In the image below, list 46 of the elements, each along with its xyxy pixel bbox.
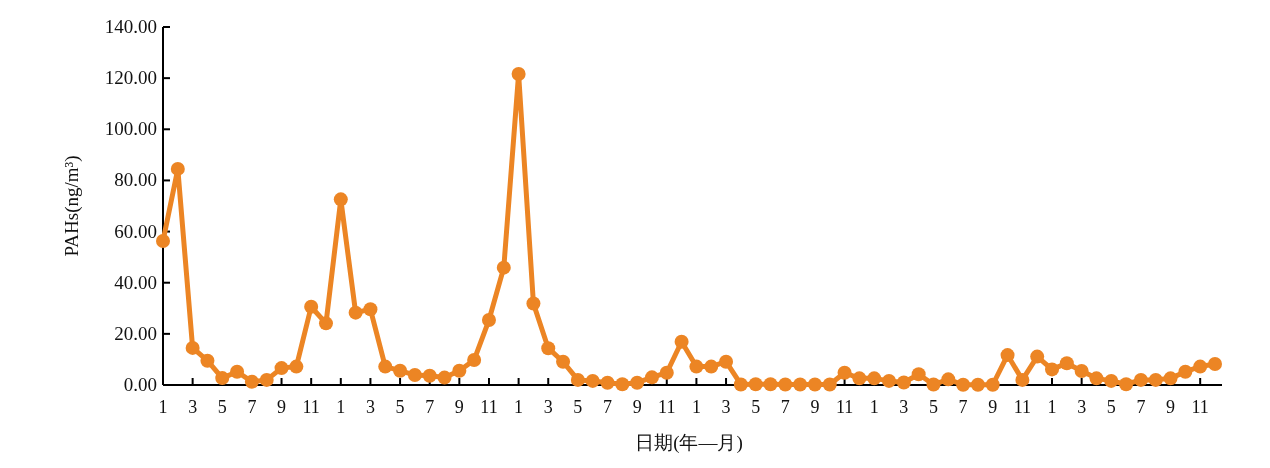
x-tick-label: 11 — [302, 397, 320, 417]
x-tick-label: 11 — [480, 397, 498, 417]
x-tick-label: 3 — [721, 397, 731, 417]
x-tick-label: 9 — [277, 397, 287, 417]
y-tick-label: 0.00 — [123, 374, 157, 395]
x-tick-label: 9 — [988, 397, 998, 417]
x-tick-label: 7 — [425, 397, 435, 417]
x-tick-label: 1 — [1047, 397, 1057, 417]
x-tick-label: 11 — [658, 397, 676, 417]
x-tick-label: 9 — [810, 397, 820, 417]
x-tick-label: 1 — [336, 397, 346, 417]
x-tick-label: 5 — [1106, 397, 1116, 417]
x-tick-label: 7 — [603, 397, 613, 417]
y-tick-label: 80.00 — [114, 169, 157, 191]
x-tick-label: 7 — [780, 397, 790, 417]
y-tick-label: 60.00 — [114, 220, 157, 242]
x-tick-label: 9 — [1166, 397, 1176, 417]
x-tick-label: 1 — [691, 397, 701, 417]
x-tick-label: 11 — [1191, 397, 1209, 417]
x-tick-label: 3 — [1077, 397, 1087, 417]
x-tick-label: 11 — [835, 397, 854, 417]
x-tick-label: 7 — [958, 397, 968, 417]
x-tick-label: 1 — [869, 397, 879, 417]
x-tick-label: 11 — [1013, 397, 1032, 417]
y-tick-label: 100.00 — [104, 118, 157, 140]
x-tick-label: 3 — [899, 397, 909, 417]
y-tick-label: 20.00 — [114, 322, 157, 344]
x-tick-label: 3 — [188, 397, 198, 417]
y-tick-label: 120.00 — [104, 67, 157, 89]
x-tick-label: 1 — [514, 397, 524, 417]
x-tick-label: 5 — [751, 397, 761, 417]
x-tick-label: 3 — [365, 397, 375, 417]
x-axis-title: 日期(年—月) — [635, 432, 743, 454]
y-axis-title: PAHs(ng/m³) — [61, 155, 83, 257]
x-tick-label: 9 — [632, 397, 642, 417]
x-tick-label: 9 — [454, 397, 464, 417]
x-tick-label: 3 — [543, 397, 553, 417]
x-tick-label: 7 — [1136, 397, 1146, 417]
x-tick-label: 1 — [158, 397, 168, 417]
x-tick-label: 5 — [928, 397, 938, 417]
x-tick-label: 5 — [217, 397, 227, 417]
x-tick-label: 5 — [573, 397, 583, 417]
x-tick-label: 7 — [247, 397, 257, 417]
y-tick-label: 140.00 — [104, 16, 157, 37]
y-tick-label: 40.00 — [114, 271, 157, 293]
x-tick-label: 5 — [395, 397, 405, 417]
